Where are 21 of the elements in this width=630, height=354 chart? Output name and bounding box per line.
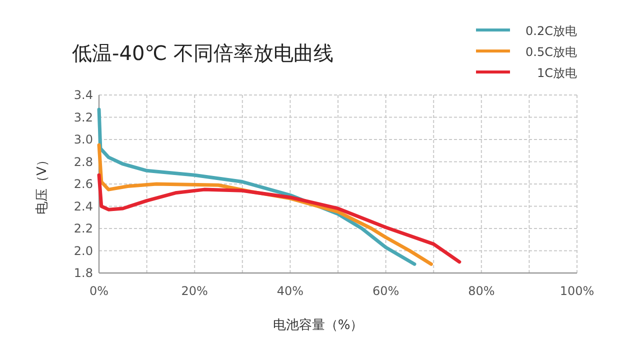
y-tick-label: 2.8 (74, 154, 93, 169)
legend-label: 0.2C放电 (526, 24, 577, 38)
y-tick-label: 2.6 (74, 177, 93, 191)
x-tick-label: 0% (89, 284, 109, 298)
x-tick-label: 80% (468, 284, 495, 298)
legend-label: 0.5C放电 (526, 45, 577, 59)
legend-label: 1C放电 (536, 66, 577, 80)
x-axis-title: 电池容量（%） (272, 317, 364, 333)
y-tick-label: 2.2 (74, 222, 93, 236)
x-tick-label: 60% (372, 284, 400, 298)
y-tick-label: 2.4 (74, 199, 93, 214)
x-tick-label: 20% (181, 284, 208, 298)
y-tick-label: 2.0 (74, 244, 93, 258)
y-tick-label: 3.4 (74, 88, 93, 102)
x-tick-label: 40% (276, 284, 304, 298)
y-tick-label: 3.2 (74, 110, 93, 124)
chart-title: 低温-40℃ 不同倍率放电曲线 (72, 41, 334, 65)
y-tick-label: 3.0 (74, 132, 93, 146)
y-axis-title: 电压（V） (35, 154, 50, 214)
y-tick-label: 1.8 (74, 266, 93, 280)
x-tick-label: 100% (560, 284, 594, 298)
